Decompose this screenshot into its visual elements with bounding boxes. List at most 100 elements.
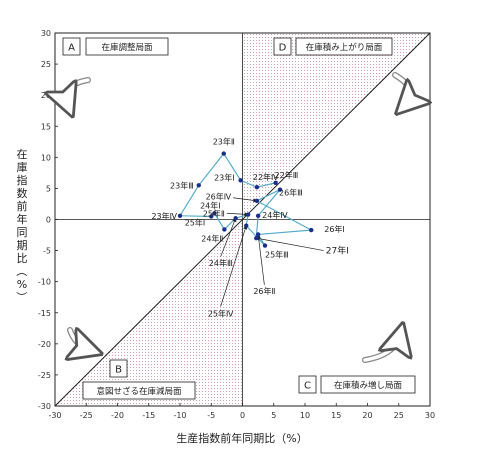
data-point (221, 151, 226, 156)
data-point (196, 183, 201, 188)
data-point (244, 223, 249, 228)
cycle-arrow-icon (363, 335, 400, 362)
x-tick-label: 5 (271, 411, 276, 420)
data-point (254, 235, 259, 241)
diagonal (54, 32, 431, 407)
y-axis-label-char: 前 (17, 199, 28, 213)
y-tick-label: -15 (38, 309, 51, 318)
quadrant-letter-box (298, 375, 317, 394)
y-axis-label-char: 在 (17, 148, 28, 161)
x-tick-label: -5 (207, 411, 215, 420)
point-label: 24年Ⅰ (200, 200, 221, 210)
x-tick-label: -15 (142, 411, 155, 420)
y-axis-label-char: 年 (17, 212, 28, 226)
x-axis-label: 生産指数前年同期比（%） (176, 431, 307, 445)
data-point (309, 227, 314, 233)
quadrant-boxes: A 在庫調整局面 B 意図せざる在庫減局面 C 在庫積み増し局面 D 在庫積み上がり局面 (62, 37, 416, 400)
data-point (273, 180, 278, 186)
cycle-arrow-icon (395, 73, 411, 105)
x-tick-label: -25 (80, 411, 93, 420)
data-point (209, 214, 214, 219)
data-point (245, 212, 251, 217)
point-label: 23年Ⅲ (170, 180, 194, 190)
annotation-arrows (220, 197, 324, 307)
y-tick-label: 15 (41, 122, 51, 131)
y-tick-label: -5 (43, 247, 51, 256)
annotation-arrow (233, 197, 258, 203)
y-tick-label: -25 (38, 371, 51, 380)
data-point (262, 243, 268, 248)
x-tick-label: 25 (394, 411, 404, 420)
x-axis-ticks: -30 -25 -20 -15 -10 -5 0 5 10 15 20 25 30 (48, 403, 435, 420)
y-axis-label-char: 庫 (17, 160, 28, 174)
quadrant-name: 在庫調整局面 (101, 42, 153, 53)
quadrant-letter: A (68, 43, 75, 54)
y-axis-label-char: （ (15, 266, 28, 277)
data-point (222, 227, 227, 232)
x-tick-label: 20 (362, 411, 372, 420)
x-tick-label: -30 (48, 411, 61, 420)
y-axis-label-char: 同 (17, 226, 28, 239)
data-point (255, 213, 261, 218)
point-label: 22年Ⅳ (253, 172, 279, 182)
data-point (254, 184, 260, 190)
cycle-arrow-icon (70, 330, 90, 350)
quadrant-name: 意図せざる在庫減局面 (96, 386, 182, 397)
data-point (233, 216, 238, 221)
point-label: 24年Ⅳ (262, 210, 288, 220)
y-tick-label: -10 (38, 278, 51, 287)
quadrant-name: 在庫積み上がり局面 (306, 42, 383, 53)
y-axis-label-char: % (17, 278, 27, 291)
annotation-label: 25年Ⅳ (208, 309, 234, 319)
point-label: 25年Ⅰ (185, 217, 206, 227)
quadrant-letter: B (115, 365, 122, 376)
y-tick-label: 10 (41, 153, 51, 162)
quadrant-name-box (295, 37, 393, 56)
quadrant-name: 在庫積み増し局面 (334, 380, 403, 391)
point-label: 25年Ⅲ (265, 250, 289, 260)
y-axis-label-char: 比 (17, 252, 28, 265)
quadrant-letter-box (62, 37, 81, 56)
quadrant-name-box (82, 381, 196, 400)
cycle-arrow-icon (66, 78, 90, 105)
annotation-arrow (226, 212, 249, 217)
quadrant-letter: D (279, 43, 287, 54)
y-tick-label: 0 (46, 216, 51, 225)
y-tick-label: 20 (41, 91, 51, 100)
quadrant-name-box (320, 375, 416, 394)
x-tick-label: -20 (111, 411, 124, 420)
data-point (177, 213, 183, 218)
y-tick-label: -20 (38, 340, 51, 349)
point-label: 26年Ⅲ (279, 188, 303, 198)
annotation-label: 26年Ⅱ (253, 286, 275, 296)
x-tick-label: -10 (173, 411, 186, 420)
annotation-arrow (256, 233, 265, 285)
x-tick-label: 0 (240, 411, 245, 420)
x-tick-label: 10 (300, 411, 310, 420)
annotation-arrow (255, 236, 324, 251)
point-label: 23年Ⅰ (214, 172, 235, 182)
data-point (212, 211, 217, 216)
y-tick-label: 30 (41, 29, 51, 38)
y-axis-label-char: ） (15, 292, 28, 303)
annotation-label: 24年Ⅲ (209, 258, 233, 268)
data-points (177, 151, 314, 248)
data-point (255, 232, 261, 237)
point-label: 24年Ⅱ (201, 233, 223, 243)
point-label: 23年Ⅳ (151, 211, 177, 221)
y-tick-label: -30 (38, 402, 51, 411)
annotation-label: 25年Ⅱ (203, 208, 225, 218)
data-point (254, 198, 260, 204)
y-tick-label: 25 (41, 60, 51, 69)
data-point (277, 187, 283, 192)
cycle-arrows (66, 72, 411, 363)
point-label: 26年Ⅰ (324, 224, 345, 234)
annotation-arrow (220, 225, 248, 307)
data-point (238, 178, 243, 183)
point-label: 23年Ⅱ (213, 137, 235, 147)
point-label: 22年Ⅲ (275, 170, 299, 180)
y-axis-label-char: 期 (17, 239, 28, 252)
quadrant-letter-box (273, 37, 292, 56)
